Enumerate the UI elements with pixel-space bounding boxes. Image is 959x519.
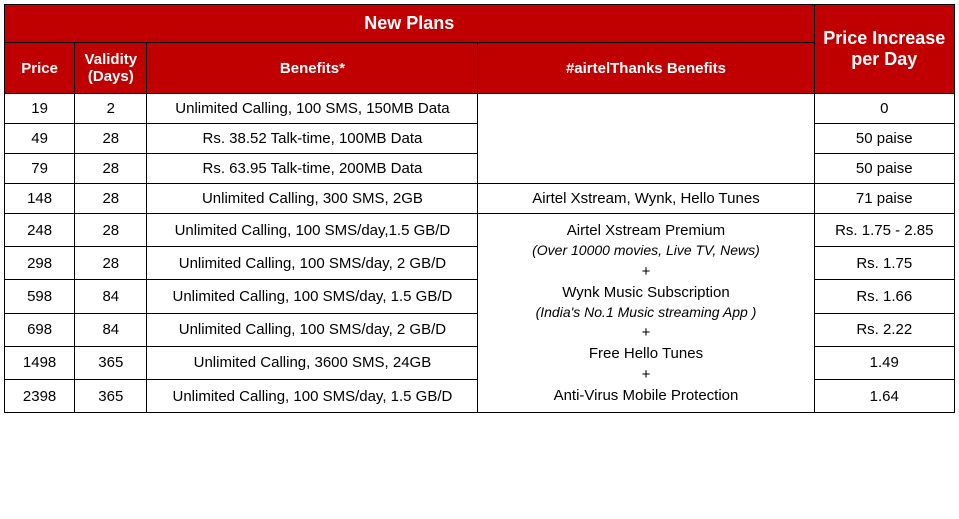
cell-price: 148 xyxy=(5,184,75,214)
thanks-subline: (India's No.1 Music streaming App ) xyxy=(482,303,809,323)
table-row: 248 28 Unlimited Calling, 100 SMS/day,1.… xyxy=(5,214,955,247)
cell-validity: 84 xyxy=(75,313,147,346)
cell-price: 2398 xyxy=(5,379,75,412)
cell-validity: 28 xyxy=(75,184,147,214)
thanks-plus: + xyxy=(482,322,809,343)
thanks-line: Anti-Virus Mobile Protection xyxy=(482,385,809,406)
table-row: 148 28 Unlimited Calling, 300 SMS, 2GB A… xyxy=(5,184,955,214)
cell-increase: Rs. 2.22 xyxy=(814,313,954,346)
col-header-thanks: #airtelThanks Benefits xyxy=(478,43,814,94)
cell-increase: 71 paise xyxy=(814,184,954,214)
cell-benefits: Rs. 38.52 Talk-time, 100MB Data xyxy=(147,124,478,154)
cell-increase: Rs. 1.75 xyxy=(814,247,954,280)
thanks-subline: (Over 10000 movies, Live TV, News) xyxy=(482,241,809,261)
thanks-line: Wynk Music Subscription xyxy=(482,282,809,303)
thanks-plus: + xyxy=(482,261,809,282)
cell-validity: 28 xyxy=(75,214,147,247)
cell-benefits: Unlimited Calling, 100 SMS/day, 2 GB/D xyxy=(147,247,478,280)
cell-benefits: Unlimited Calling, 300 SMS, 2GB xyxy=(147,184,478,214)
cell-validity: 28 xyxy=(75,247,147,280)
col-header-validity: Validity (Days) xyxy=(75,43,147,94)
cell-price: 248 xyxy=(5,214,75,247)
cell-increase: 1.49 xyxy=(814,346,954,379)
cell-increase: Rs. 1.75 - 2.85 xyxy=(814,214,954,247)
cell-price: 79 xyxy=(5,154,75,184)
cell-thanks-bundle: Airtel Xstream Premium (Over 10000 movie… xyxy=(478,214,814,413)
cell-price: 698 xyxy=(5,313,75,346)
cell-benefits: Unlimited Calling, 100 SMS/day, 1.5 GB/D xyxy=(147,280,478,313)
cell-validity: 365 xyxy=(75,379,147,412)
col-header-benefits: Benefits* xyxy=(147,43,478,94)
cell-increase: Rs. 1.66 xyxy=(814,280,954,313)
cell-price: 298 xyxy=(5,247,75,280)
cell-benefits: Unlimited Calling, 100 SMS, 150MB Data xyxy=(147,94,478,124)
col-header-increase: Price Increase per Day xyxy=(814,5,954,94)
cell-increase: 0 xyxy=(814,94,954,124)
cell-price: 598 xyxy=(5,280,75,313)
table-row: 19 2 Unlimited Calling, 100 SMS, 150MB D… xyxy=(5,94,955,124)
cell-price: 19 xyxy=(5,94,75,124)
cell-thanks-empty xyxy=(478,94,814,184)
cell-benefits: Unlimited Calling, 3600 SMS, 24GB xyxy=(147,346,478,379)
cell-benefits: Unlimited Calling, 100 SMS/day, 1.5 GB/D xyxy=(147,379,478,412)
cell-validity: 28 xyxy=(75,154,147,184)
cell-increase: 1.64 xyxy=(814,379,954,412)
cell-benefits: Unlimited Calling, 100 SMS/day, 2 GB/D xyxy=(147,313,478,346)
cell-validity: 365 xyxy=(75,346,147,379)
cell-increase: 50 paise xyxy=(814,124,954,154)
col-header-price: Price xyxy=(5,43,75,94)
thanks-plus: + xyxy=(482,364,809,385)
cell-benefits: Unlimited Calling, 100 SMS/day,1.5 GB/D xyxy=(147,214,478,247)
thanks-line: Airtel Xstream Premium xyxy=(482,220,809,241)
table-title: New Plans xyxy=(5,5,815,43)
cell-validity: 28 xyxy=(75,124,147,154)
plans-table: New Plans Price Increase per Day Price V… xyxy=(4,4,955,413)
cell-increase: 50 paise xyxy=(814,154,954,184)
thanks-line: Free Hello Tunes xyxy=(482,343,809,364)
cell-validity: 84 xyxy=(75,280,147,313)
cell-thanks: Airtel Xstream, Wynk, Hello Tunes xyxy=(478,184,814,214)
cell-price: 1498 xyxy=(5,346,75,379)
cell-price: 49 xyxy=(5,124,75,154)
cell-benefits: Rs. 63.95 Talk-time, 200MB Data xyxy=(147,154,478,184)
cell-validity: 2 xyxy=(75,94,147,124)
